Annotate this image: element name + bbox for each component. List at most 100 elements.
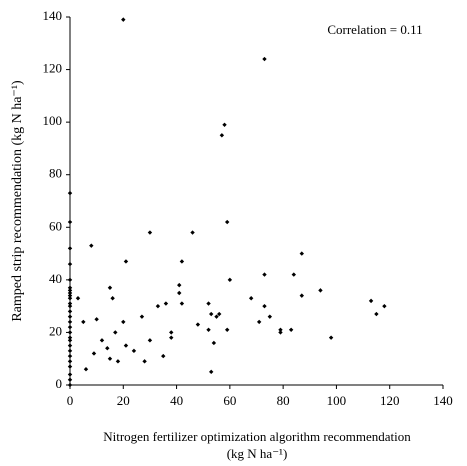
- x-tick-label: 140: [433, 393, 453, 408]
- point: [214, 314, 219, 319]
- point: [105, 346, 110, 351]
- point: [131, 348, 137, 354]
- point: [67, 364, 73, 369]
- point: [67, 301, 73, 306]
- point: [190, 230, 195, 235]
- point: [99, 338, 105, 343]
- point: [67, 296, 73, 301]
- point: [177, 282, 182, 288]
- point: [139, 314, 145, 319]
- point: [67, 353, 73, 359]
- point: [299, 251, 304, 256]
- point: [67, 246, 73, 251]
- x-axis-label: Nitrogen fertilizer optimization algorit…: [103, 429, 411, 444]
- x-tick-label: 20: [117, 393, 130, 408]
- point: [67, 359, 73, 364]
- point: [169, 330, 174, 335]
- y-tick-label: 0: [56, 376, 63, 391]
- point: [83, 367, 89, 372]
- point: [142, 359, 147, 364]
- point: [67, 330, 73, 335]
- point: [211, 340, 217, 346]
- point: [67, 382, 73, 388]
- point: [67, 288, 73, 293]
- point: [195, 322, 201, 327]
- point: [288, 327, 294, 332]
- point: [278, 330, 283, 335]
- point: [256, 319, 262, 325]
- x-axis-label: (kg N ha⁻¹): [227, 446, 288, 461]
- point: [291, 272, 296, 277]
- point: [107, 356, 113, 361]
- x-tick-label: 80: [277, 393, 290, 408]
- point: [222, 122, 227, 127]
- x-tick-label: 60: [223, 393, 236, 408]
- point: [67, 261, 73, 267]
- point: [67, 309, 73, 314]
- point: [177, 290, 182, 296]
- point: [107, 285, 113, 290]
- point: [209, 311, 214, 317]
- y-tick-label: 80: [49, 166, 62, 181]
- point: [147, 230, 153, 235]
- point: [121, 319, 126, 325]
- y-tick-label: 40: [49, 271, 62, 286]
- point: [179, 259, 185, 264]
- point: [224, 219, 230, 225]
- point: [209, 369, 214, 375]
- point: [67, 324, 73, 330]
- point: [248, 296, 254, 301]
- point: [217, 311, 222, 317]
- point: [161, 353, 166, 359]
- point: [67, 335, 73, 340]
- point: [67, 348, 73, 354]
- point: [155, 303, 161, 309]
- point: [67, 290, 73, 296]
- point: [67, 372, 73, 377]
- point: [67, 285, 73, 290]
- point: [121, 17, 126, 22]
- point: [67, 319, 73, 325]
- point: [113, 330, 118, 335]
- point: [163, 301, 169, 306]
- point: [224, 327, 230, 332]
- point: [262, 56, 267, 62]
- point: [299, 293, 304, 298]
- point: [94, 317, 99, 322]
- x-tick-label: 120: [380, 393, 400, 408]
- point: [67, 377, 73, 382]
- point: [67, 277, 73, 283]
- point: [91, 351, 97, 356]
- point: [67, 219, 73, 225]
- point: [147, 338, 153, 343]
- y-tick-label: 20: [49, 323, 62, 338]
- point: [67, 303, 73, 309]
- point: [262, 303, 267, 309]
- x-tick-label: 0: [67, 393, 74, 408]
- y-tick-label: 140: [43, 8, 63, 23]
- point: [206, 327, 211, 332]
- y-axis-label: Ramped strip recommendation (kg N ha⁻¹): [10, 80, 25, 322]
- point: [382, 303, 387, 309]
- point: [227, 277, 233, 283]
- x-tick-label: 100: [327, 393, 347, 408]
- point: [123, 259, 129, 264]
- y-tick-label: 120: [43, 61, 63, 76]
- point: [67, 293, 73, 298]
- point: [89, 243, 94, 248]
- point: [67, 190, 73, 196]
- point: [179, 301, 185, 306]
- y-tick-label: 60: [49, 218, 62, 233]
- point: [110, 296, 115, 301]
- annotation: Correlation = 0.11: [327, 22, 422, 37]
- point: [219, 133, 225, 138]
- point: [75, 296, 81, 301]
- y-tick-label: 100: [43, 113, 63, 128]
- point: [267, 314, 273, 319]
- point: [169, 335, 174, 340]
- point: [374, 311, 379, 317]
- point: [115, 359, 121, 364]
- point: [81, 319, 86, 325]
- point: [262, 272, 267, 277]
